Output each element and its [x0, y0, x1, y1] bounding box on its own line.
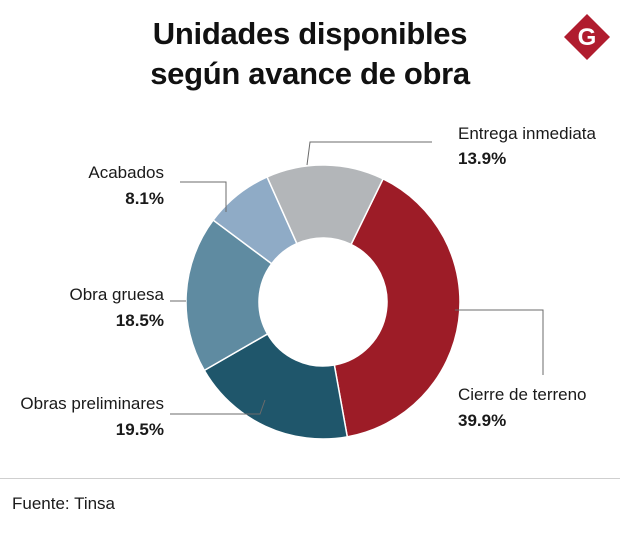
slice-obra-gruesa [185, 219, 273, 372]
value-acabados: 8.1% [125, 189, 164, 208]
value-entrega-inmediata: 13.9% [458, 149, 507, 168]
logo-letter: G [578, 24, 597, 51]
label-acabados: Acabados [88, 163, 164, 182]
brand-logo: G [564, 14, 610, 60]
value-obra-gruesa: 18.5% [115, 311, 164, 330]
source-note: Fuente: Tinsa [12, 494, 116, 513]
slice-obras-preliminares [203, 332, 349, 440]
slice-entrega-inmediata [266, 164, 385, 246]
value-obras-preliminares: 19.5% [115, 420, 164, 439]
leader-line-entrega [306, 141, 432, 166]
leader-line-acabados [180, 181, 227, 212]
title-line-1: Unidades disponibles [152, 16, 468, 51]
leader-line-obras-preliminares [170, 399, 266, 415]
logo-diamond-icon [564, 14, 610, 60]
label-obra-gruesa: Obra gruesa [69, 285, 165, 304]
label-obras-preliminares: Obras preliminares [20, 394, 164, 413]
value-cierre-de-terreno: 39.9% [458, 411, 507, 430]
chart-title: Unidades disponibles según avance de obr… [0, 14, 620, 94]
leader-line-cierre [455, 309, 544, 375]
label-cierre-de-terreno: Cierre de terreno [458, 385, 587, 404]
footer-divider [0, 478, 620, 479]
slice-cierre-de-terreno [333, 177, 461, 438]
label-entrega-inmediata: Entrega inmediata [458, 124, 596, 143]
title-line-2: según avance de obra [150, 56, 470, 91]
